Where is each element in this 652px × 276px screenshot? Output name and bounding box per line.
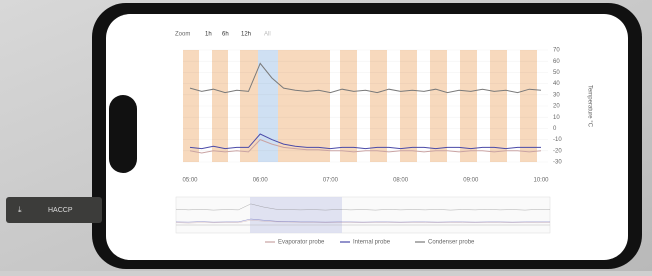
y-axis-title: Temperature °C bbox=[586, 85, 592, 128]
x-tick-label: 09:00 bbox=[463, 178, 479, 184]
x-tick-label: 10:00 bbox=[533, 178, 549, 184]
y-tick-label: 20 bbox=[553, 104, 560, 110]
zoom-option[interactable]: 12h bbox=[241, 32, 251, 38]
download-icon: ⤓ bbox=[18, 205, 22, 214]
zoom-option[interactable]: 6h bbox=[222, 32, 229, 38]
legend-label[interactable]: Internal probe bbox=[353, 240, 391, 246]
zoom-option[interactable]: 1h bbox=[205, 32, 212, 38]
x-tick-label: 07:00 bbox=[323, 178, 339, 184]
zoom-label: Zoom bbox=[175, 32, 190, 38]
x-tick-label: 08:00 bbox=[393, 178, 409, 184]
camera-notch bbox=[109, 95, 137, 173]
y-tick-label: 30 bbox=[553, 92, 560, 98]
button-label: HACCP bbox=[48, 207, 73, 214]
y-tick-label: 50 bbox=[553, 70, 560, 76]
legend-label[interactable]: Evaporator probe bbox=[278, 240, 325, 246]
legend-label[interactable]: Condenser probe bbox=[428, 240, 475, 246]
scene: ⤓ HACCP Temperature °C Zoom 1h 6h 12h All 70 6… bbox=[0, 0, 652, 271]
x-tick-label: 05:00 bbox=[182, 178, 198, 184]
y-tick-label: -10 bbox=[553, 137, 562, 143]
y-tick-label: -20 bbox=[553, 148, 562, 154]
x-tick-label: 06:00 bbox=[253, 178, 269, 184]
y-tick-label: 40 bbox=[553, 81, 560, 87]
y-tick-label: -30 bbox=[553, 160, 562, 166]
y-tick-label: 10 bbox=[553, 115, 560, 121]
navigator-window[interactable] bbox=[250, 197, 342, 233]
y-tick-label: 60 bbox=[553, 59, 560, 65]
navigator[interactable] bbox=[176, 197, 550, 233]
zoom-option[interactable]: All bbox=[264, 32, 271, 38]
y-tick-label: 70 bbox=[553, 48, 560, 54]
